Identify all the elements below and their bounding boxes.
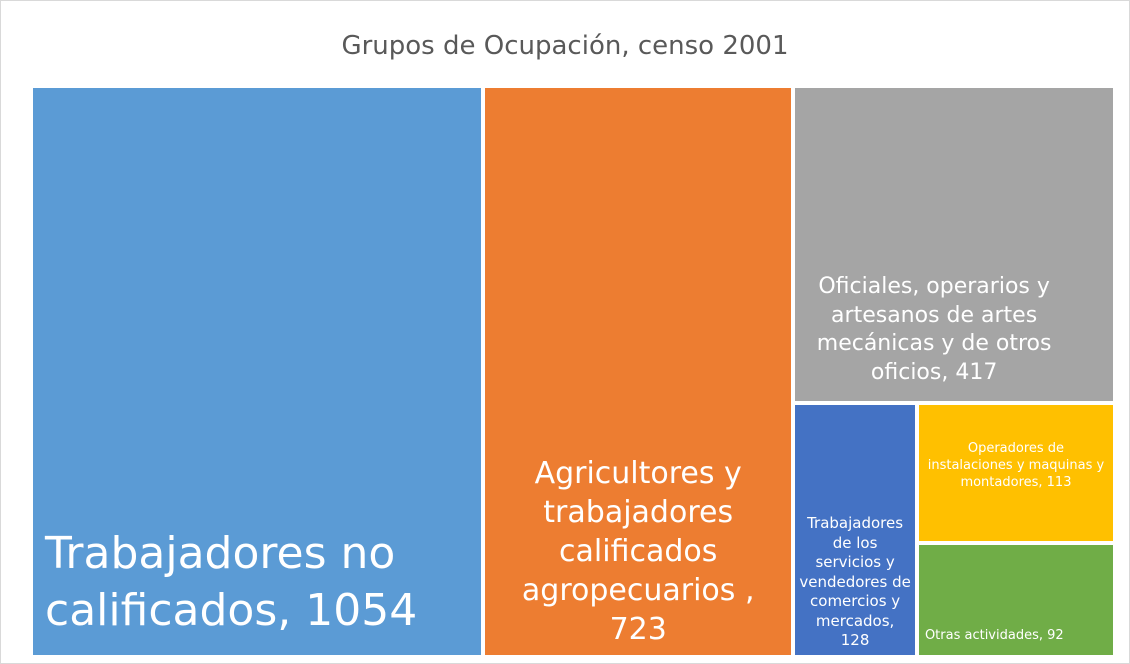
tile-label: Otras actividades, 92	[924, 628, 1064, 644]
tile: Trabajadores no calificados, 1054	[31, 86, 484, 657]
tile-label: Operadores de instalaciones y maquinas y…	[927, 441, 1105, 491]
tile: Agricultores y trabajadores calificados …	[483, 86, 794, 657]
tile-label: Trabajadores no calificados, 1054	[45, 527, 418, 636]
tile-label: Trabajadores de los servicios y vendedor…	[799, 514, 911, 650]
tile-label: Agricultores y trabajadores calificados …	[521, 456, 755, 647]
tile: Operadores de instalaciones y maquinas y…	[916, 403, 1115, 544]
tile: Otras actividades, 92	[916, 543, 1115, 657]
tile: Oficiales, operarios y artesanos de arte…	[793, 86, 1115, 404]
tile: Trabajadores de los servicios y vendedor…	[793, 403, 917, 657]
chart-title: Grupos de Ocupación, censo 2001	[341, 31, 789, 61]
tile-label: Oficiales, operarios y artesanos de arte…	[816, 274, 1052, 385]
